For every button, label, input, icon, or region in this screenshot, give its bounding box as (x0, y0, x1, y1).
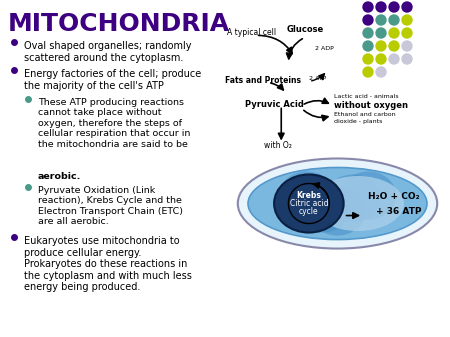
Circle shape (402, 15, 412, 25)
Text: H₂O + CO₂: H₂O + CO₂ (368, 192, 420, 201)
Circle shape (363, 28, 373, 38)
Circle shape (402, 54, 412, 64)
Ellipse shape (325, 175, 381, 222)
Circle shape (363, 41, 373, 51)
Circle shape (376, 28, 386, 38)
Circle shape (376, 15, 386, 25)
Ellipse shape (310, 187, 365, 236)
Circle shape (363, 15, 373, 25)
Circle shape (402, 2, 412, 12)
Ellipse shape (238, 158, 437, 249)
Text: Energy factories of the cell; produce
the majority of the cell's ATP: Energy factories of the cell; produce th… (24, 69, 201, 91)
Circle shape (376, 41, 386, 51)
Text: + 36 ATP: + 36 ATP (376, 207, 422, 216)
Text: 2 ADP: 2 ADP (315, 46, 334, 51)
Text: Glucose: Glucose (286, 25, 324, 34)
Circle shape (389, 2, 399, 12)
Ellipse shape (248, 167, 427, 240)
Text: A typical cell: A typical cell (227, 28, 276, 37)
Text: cycle: cycle (299, 207, 319, 216)
Text: Fats and Proteins: Fats and Proteins (225, 76, 301, 85)
Text: Oval shaped organelles; randomly
scattered around the cytoplasm.: Oval shaped organelles; randomly scatter… (24, 41, 192, 63)
Text: Krebs: Krebs (297, 191, 321, 200)
Circle shape (376, 54, 386, 64)
Circle shape (376, 2, 386, 12)
Text: Pyruvic Acid: Pyruvic Acid (245, 100, 304, 110)
Text: aerobic.: aerobic. (38, 172, 81, 181)
Text: with O₂: with O₂ (264, 142, 292, 151)
Text: Pyruvate Oxidation (Link
reaction), Krebs Cycle and the
Electron Transport Chain: Pyruvate Oxidation (Link reaction), Kreb… (38, 186, 183, 226)
Text: Ethanol and carbon: Ethanol and carbon (334, 112, 396, 117)
Ellipse shape (340, 172, 396, 219)
Text: 2 ATP: 2 ATP (309, 76, 326, 81)
Circle shape (402, 28, 412, 38)
Circle shape (389, 54, 399, 64)
Text: MITOCHONDRIA: MITOCHONDRIA (8, 12, 230, 36)
Circle shape (389, 28, 399, 38)
Circle shape (389, 15, 399, 25)
Ellipse shape (294, 185, 350, 233)
Ellipse shape (279, 172, 335, 219)
Text: Eukaryotes use mitochondria to
produce cellular energy.
Prokaryotes do these rea: Eukaryotes use mitochondria to produce c… (24, 236, 192, 293)
Circle shape (363, 54, 373, 64)
Text: Lactic acid - animals: Lactic acid - animals (334, 94, 399, 99)
Circle shape (389, 41, 399, 51)
Circle shape (363, 67, 373, 77)
Circle shape (402, 41, 412, 51)
Ellipse shape (312, 176, 404, 231)
Text: without oxygen: without oxygen (334, 101, 409, 110)
Circle shape (363, 2, 373, 12)
Text: Citric acid: Citric acid (289, 199, 328, 208)
Ellipse shape (274, 175, 344, 233)
Text: dioxide - plants: dioxide - plants (334, 119, 383, 124)
Text: These ATP producing reactions
cannot take place without
oxygen, therefore the st: These ATP producing reactions cannot tak… (38, 98, 190, 149)
Circle shape (376, 67, 386, 77)
